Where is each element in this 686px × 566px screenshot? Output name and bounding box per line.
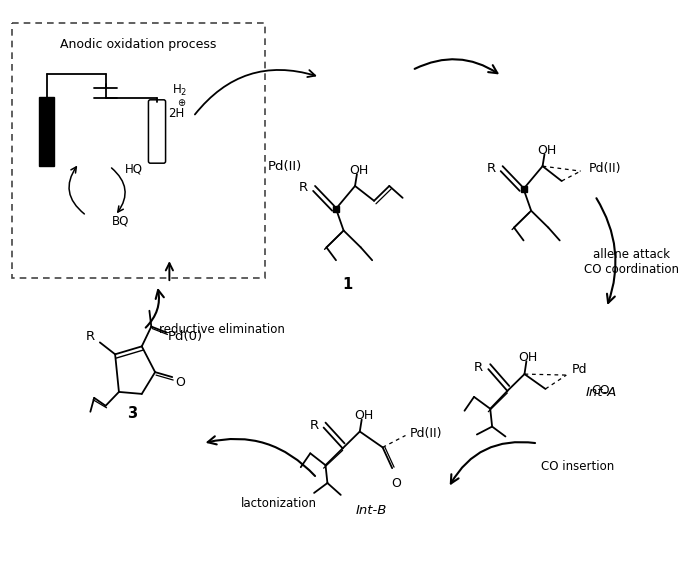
Text: Pd(II): Pd(II) <box>589 162 621 175</box>
Text: R: R <box>486 162 496 175</box>
Text: 1: 1 <box>342 277 353 293</box>
Text: lactonization: lactonization <box>241 498 317 511</box>
Text: OH: OH <box>349 164 368 177</box>
Text: Pd(0): Pd(0) <box>167 330 202 343</box>
Text: Int-A: Int-A <box>585 387 617 400</box>
Text: 3: 3 <box>127 406 137 421</box>
Text: CO insertion: CO insertion <box>541 460 614 473</box>
Text: Pd(II): Pd(II) <box>410 427 442 440</box>
Text: Pd(II): Pd(II) <box>268 160 302 173</box>
Text: $\oplus$: $\oplus$ <box>177 97 187 108</box>
Text: O: O <box>391 477 401 490</box>
Text: Int-B: Int-B <box>355 504 387 517</box>
Text: 2H: 2H <box>169 107 185 120</box>
Bar <box>39 97 54 166</box>
Text: Anodic oxidation process: Anodic oxidation process <box>60 38 217 51</box>
Text: OH: OH <box>536 144 556 157</box>
Text: HQ: HQ <box>125 162 143 175</box>
Text: R: R <box>474 361 484 374</box>
Text: R: R <box>299 182 308 195</box>
Text: reductive elimination: reductive elimination <box>158 323 285 336</box>
Text: R: R <box>309 419 319 432</box>
Text: H$_2$: H$_2$ <box>172 83 188 98</box>
Text: OH: OH <box>519 351 538 364</box>
Text: OH: OH <box>354 409 373 422</box>
Text: allene attack
CO coordination: allene attack CO coordination <box>584 248 678 276</box>
Text: BQ: BQ <box>113 214 130 227</box>
Text: CO: CO <box>591 384 610 397</box>
Text: O: O <box>175 375 185 388</box>
Text: R: R <box>86 330 95 343</box>
Text: Pd: Pd <box>572 363 588 376</box>
